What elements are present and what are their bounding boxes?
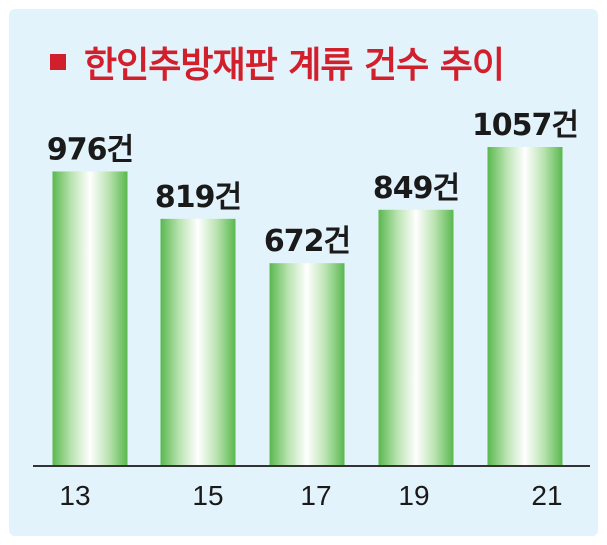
data-label-17: 672건 bbox=[264, 224, 350, 259]
bar-13 bbox=[52, 171, 128, 466]
data-labels-group: 976건 819건 672건 849건 1057건 bbox=[47, 108, 579, 259]
x-tick-label-13: 13 bbox=[59, 480, 90, 511]
bar-21 bbox=[487, 147, 563, 466]
x-tick-label-19: 19 bbox=[398, 480, 429, 511]
title-square-marker-icon bbox=[50, 54, 66, 70]
bar-19 bbox=[378, 209, 454, 466]
x-tick-label-21: 21 bbox=[531, 480, 562, 511]
x-tick-labels-group: 13 15 17 19 21 bbox=[59, 480, 562, 511]
data-label-15: 819건 bbox=[155, 180, 241, 215]
bar-15 bbox=[160, 218, 236, 466]
data-label-21: 1057건 bbox=[472, 108, 578, 143]
x-tick-label-15: 15 bbox=[192, 480, 223, 511]
chart-title: 한인추방재판 계류 건수 추이 bbox=[50, 36, 505, 88]
bar-17 bbox=[269, 263, 345, 466]
chart-title-text: 한인추방재판 계류 건수 추이 bbox=[84, 45, 505, 86]
data-label-19: 849건 bbox=[373, 171, 459, 206]
bars-group bbox=[52, 147, 563, 466]
data-label-13: 976건 bbox=[47, 132, 133, 167]
x-tick-label-17: 17 bbox=[300, 480, 331, 511]
